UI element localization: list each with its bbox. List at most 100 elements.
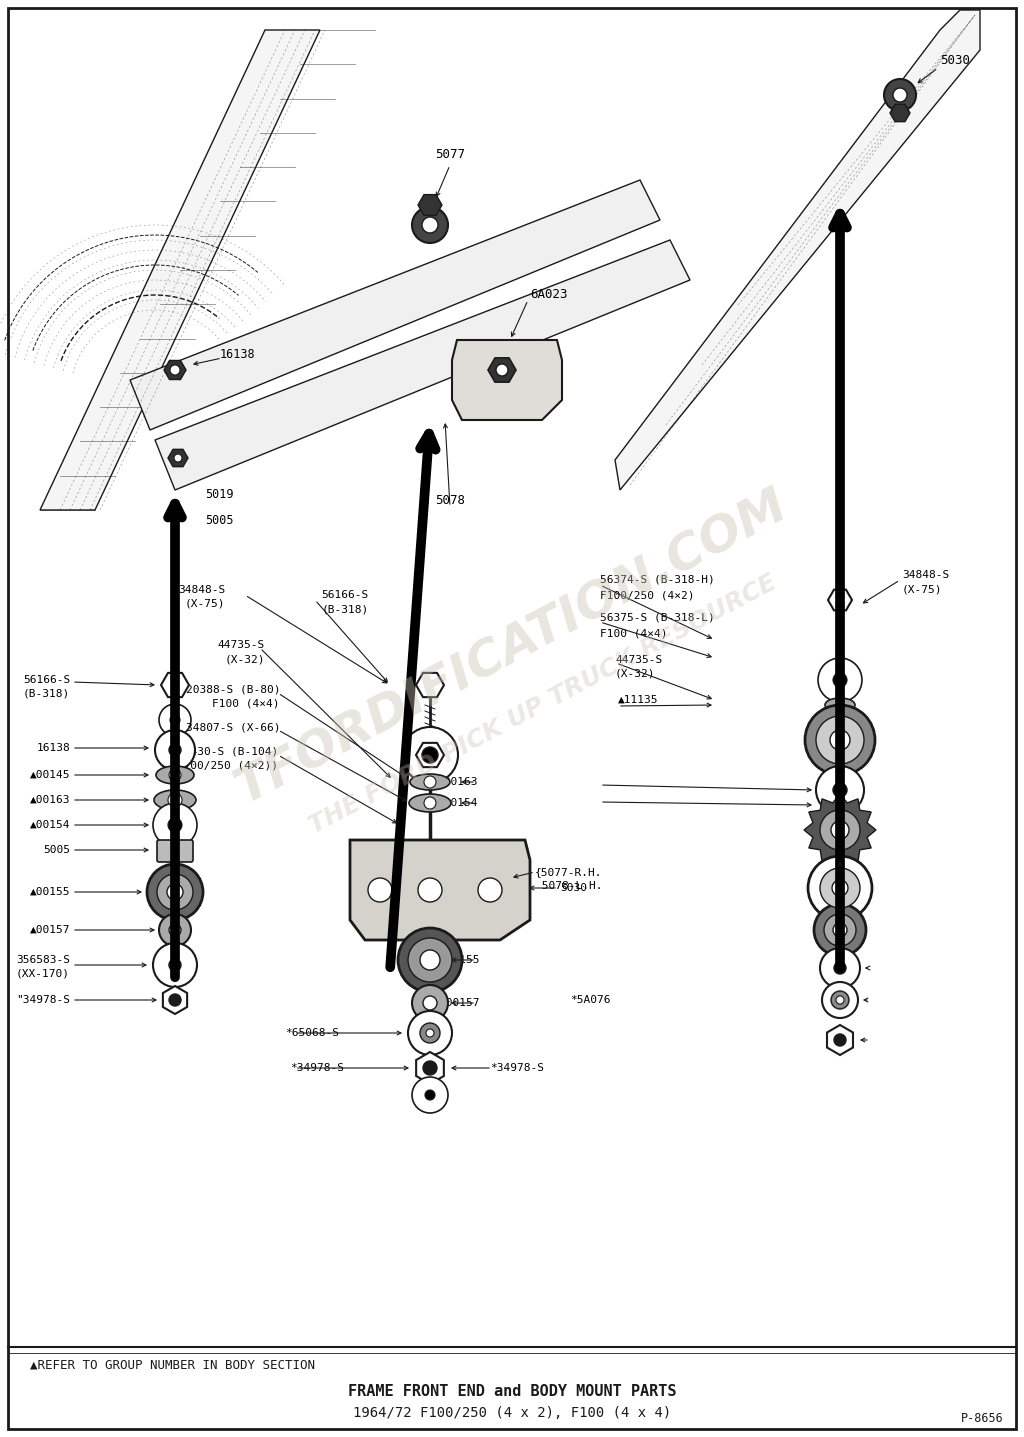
- Ellipse shape: [409, 795, 451, 812]
- Polygon shape: [416, 673, 444, 697]
- Text: 1964/72 F100/250 (4 x 2), F100 (4 x 4): 1964/72 F100/250 (4 x 2), F100 (4 x 4): [353, 1405, 671, 1420]
- Text: 5078-L.H.: 5078-L.H.: [535, 881, 602, 891]
- Text: 356583-S: 356583-S: [16, 956, 70, 966]
- Text: 34848-S: 34848-S: [178, 585, 225, 595]
- Circle shape: [808, 856, 872, 920]
- Text: ▲00154: ▲00154: [30, 821, 70, 831]
- Circle shape: [816, 766, 864, 813]
- Text: (XX-170): (XX-170): [16, 969, 70, 979]
- Polygon shape: [130, 180, 660, 430]
- Polygon shape: [350, 841, 530, 940]
- Text: 6A023: 6A023: [530, 289, 567, 302]
- Text: 5019: 5019: [205, 489, 233, 502]
- Circle shape: [818, 658, 862, 703]
- Circle shape: [805, 706, 874, 775]
- Polygon shape: [452, 341, 562, 420]
- Circle shape: [423, 1061, 437, 1075]
- Circle shape: [169, 744, 181, 756]
- Circle shape: [169, 769, 181, 780]
- Circle shape: [168, 793, 182, 808]
- Text: 5077: 5077: [435, 148, 465, 161]
- FancyBboxPatch shape: [157, 841, 193, 862]
- Circle shape: [412, 207, 449, 243]
- Circle shape: [836, 996, 844, 1004]
- Circle shape: [170, 365, 180, 375]
- Text: F100 (4×4): F100 (4×4): [600, 628, 668, 638]
- Circle shape: [147, 864, 203, 920]
- Text: 56166-S: 56166-S: [322, 591, 369, 601]
- Circle shape: [153, 803, 197, 846]
- Polygon shape: [40, 30, 319, 510]
- Circle shape: [408, 1012, 452, 1055]
- Text: (F100/250 (4×2)): (F100/250 (4×2)): [170, 762, 278, 772]
- Polygon shape: [828, 589, 852, 611]
- Circle shape: [420, 950, 440, 970]
- Text: THE FORD PICK UP TRUCK RESOURCE: THE FORD PICK UP TRUCK RESOURCE: [305, 570, 780, 838]
- Polygon shape: [804, 795, 876, 867]
- Polygon shape: [168, 450, 188, 467]
- Text: ▲00154: ▲00154: [437, 798, 478, 808]
- Circle shape: [412, 1076, 449, 1114]
- Circle shape: [884, 79, 916, 111]
- Circle shape: [816, 716, 864, 764]
- Text: {5077-R.H.: {5077-R.H.: [535, 867, 602, 877]
- Polygon shape: [615, 10, 980, 490]
- Text: "34978-S: "34978-S: [16, 994, 70, 1004]
- Circle shape: [368, 878, 392, 902]
- Circle shape: [834, 961, 846, 974]
- Circle shape: [169, 994, 181, 1006]
- Text: ▲00163: ▲00163: [30, 795, 70, 805]
- Circle shape: [424, 776, 436, 787]
- Circle shape: [418, 878, 442, 902]
- Circle shape: [169, 924, 181, 935]
- Text: ▲00157: ▲00157: [30, 925, 70, 935]
- Circle shape: [424, 798, 436, 809]
- Text: (X-75): (X-75): [902, 583, 942, 593]
- Ellipse shape: [825, 698, 855, 711]
- Text: 56166-S: 56166-S: [23, 675, 70, 685]
- Circle shape: [822, 981, 858, 1017]
- Text: 44735-S: 44735-S: [218, 639, 265, 650]
- Circle shape: [408, 938, 452, 981]
- Circle shape: [422, 217, 438, 233]
- Polygon shape: [488, 358, 516, 382]
- Polygon shape: [418, 194, 442, 216]
- Circle shape: [402, 727, 458, 783]
- Circle shape: [833, 673, 847, 687]
- Text: 5005: 5005: [43, 845, 70, 855]
- Text: 20388-S (B-80): 20388-S (B-80): [185, 685, 280, 696]
- Text: *34978-S: *34978-S: [490, 1063, 544, 1073]
- Circle shape: [893, 88, 907, 102]
- Circle shape: [422, 747, 438, 763]
- Text: P-8656: P-8656: [962, 1413, 1004, 1426]
- Text: TFORDIFICATION.COM: TFORDIFICATION.COM: [228, 480, 796, 813]
- Circle shape: [820, 948, 860, 989]
- Ellipse shape: [410, 775, 450, 790]
- Circle shape: [170, 716, 180, 726]
- Polygon shape: [416, 1052, 443, 1083]
- Text: ▲00155: ▲00155: [30, 887, 70, 897]
- Circle shape: [159, 914, 191, 946]
- Circle shape: [824, 914, 856, 946]
- Circle shape: [398, 928, 462, 992]
- Text: 44735-S: 44735-S: [615, 655, 663, 665]
- Text: FRAME FRONT END and BODY MOUNT PARTS: FRAME FRONT END and BODY MOUNT PARTS: [348, 1384, 676, 1398]
- Text: (X-32): (X-32): [224, 654, 265, 664]
- Circle shape: [159, 704, 191, 736]
- Circle shape: [814, 904, 866, 956]
- Text: 34848-S: 34848-S: [902, 570, 949, 581]
- Text: (B-318): (B-318): [23, 688, 70, 698]
- Text: ▲11135: ▲11135: [618, 696, 658, 706]
- Circle shape: [833, 923, 847, 937]
- Polygon shape: [164, 361, 186, 379]
- Text: *34978-S: *34978-S: [290, 1063, 344, 1073]
- Circle shape: [426, 1029, 434, 1038]
- Circle shape: [174, 454, 182, 463]
- Text: 20430-S (B-104): 20430-S (B-104): [177, 747, 278, 757]
- Text: 5078: 5078: [435, 493, 465, 506]
- Polygon shape: [416, 743, 444, 767]
- Circle shape: [831, 821, 849, 839]
- Circle shape: [420, 1023, 440, 1043]
- Circle shape: [168, 818, 182, 832]
- Text: *5A076: *5A076: [570, 994, 610, 1004]
